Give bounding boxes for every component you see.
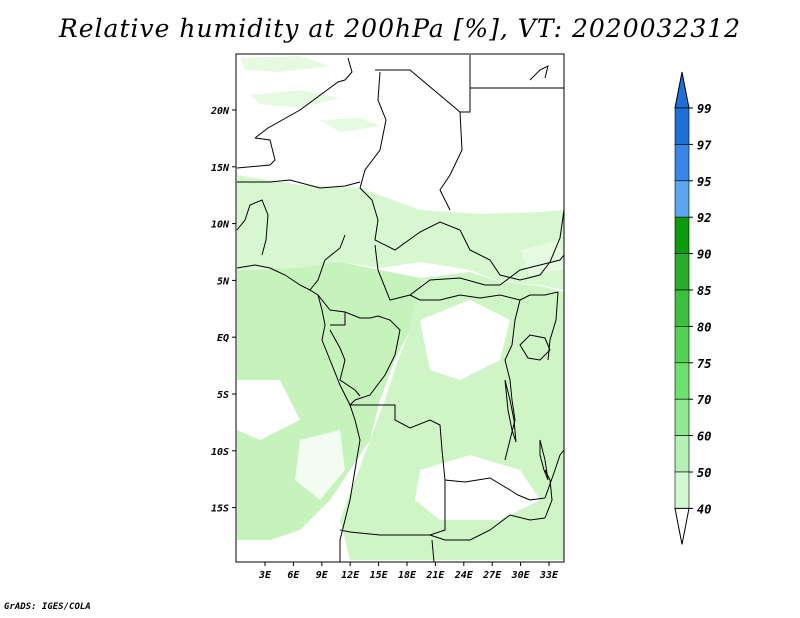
lat-label: 15N [211,163,230,174]
colorbar-segment [674,216,690,254]
humidity-patch-north-1 [250,90,340,108]
lon-label: 21E [425,570,445,581]
humidity-patch-white-1 [420,300,510,380]
border-angola-south [339,529,470,541]
humidity-band-north [237,175,564,290]
colorbar-bottom-arrow [674,507,690,545]
colorbar-label: 97 [697,138,712,152]
border-west-africa [236,199,269,256]
border-libya-chad [254,57,353,139]
humidity-fill-layer [237,56,564,560]
colorbar-label: 99 [697,102,711,116]
colorbar-segment [674,362,690,400]
lat-label: 5N [217,276,230,287]
lon-label: 6E [287,570,300,581]
humidity-patch-north-3 [240,56,330,72]
humidity-patch-east [520,240,564,275]
lat-label: EQ [217,333,229,344]
humidity-patch-white-4 [295,430,345,500]
border-sudan-southsudan [459,209,565,281]
longitude-axis: 3E 6E 9E 12E 15E 18E 21E 24E 27E 30E 33E [258,562,559,581]
colorbar-segment [674,326,690,364]
colorbar-top-arrow [674,71,690,109]
border-gabon-congo [329,329,361,397]
border-mozambique [544,449,565,499]
border-angola-zambia [429,480,446,536]
lat-label: 15S [211,504,229,515]
lat-label: 10S [211,447,229,458]
map-frame [235,53,565,563]
colorbar-segment [674,144,690,182]
lon-label: 27E [482,570,502,581]
colorbar-label: 60 [697,430,711,444]
colorbar-label: 40 [697,502,711,516]
border-chad-sudan-north [359,71,387,189]
border-lake-tanganyika [504,379,517,443]
grads-credit: GrADS: IGES/COLA [4,602,91,612]
border-drc-angola [348,399,466,483]
colorbar-label: 70 [697,393,711,407]
border-lake-malawi [539,439,549,481]
humidity-patch-white-3 [415,455,540,520]
border-namibia [431,539,435,563]
colorbar-segment [674,471,690,509]
humidity-patch-white-2 [237,380,300,440]
humidity-band-west [237,262,420,540]
lon-label: 18E [398,570,417,581]
border-car-north [374,244,500,301]
colorbar-segment [674,398,690,436]
colorbar-segment [674,253,690,291]
lat-label: 5S [217,390,229,401]
colorbar-segment [674,180,690,218]
colorbar-label: 85 [697,284,711,298]
border-southsudan-uganda [519,291,559,301]
colorbar-label: 92 [697,211,711,225]
border-sudan-west [439,111,463,211]
border-nigeria-niger [237,179,361,189]
border-ethiopia [499,254,565,286]
lon-label: 15E [370,570,389,581]
colorbar-label: 75 [697,357,711,371]
border-congo-drc [354,315,401,401]
lon-label: 12E [341,570,360,581]
border-cameroon-gabon [317,294,379,319]
latitude-axis: 20N 15N 10N 5N EQ 5S 10S 15S [210,106,236,515]
border-sinai [529,65,549,81]
country-borders [236,55,565,563]
border-uganda-kenya [547,291,559,361]
border-zambia-malawi [464,477,546,501]
lat-label: 10N [211,220,230,231]
border-zambia-south [469,514,546,541]
border-drc-east [504,299,521,461]
colorbar-label: 95 [697,175,711,189]
chart-title: Relative humidity at 200hPa [%], VT: 202… [58,14,742,43]
colorbar-label: 80 [697,320,711,334]
colorbar-label: 90 [697,248,711,262]
humidity-patch-north-2 [320,118,380,132]
lon-label: 24E [454,570,474,581]
border-chad-libya-top [375,55,471,113]
colorbar-segment [674,289,690,327]
colorbar-segment [674,107,690,145]
border-coast-west [236,264,361,562]
lon-label: 9E [316,570,329,581]
lon-label: 33E [539,570,559,581]
colorbar: 99 97 95 92 90 85 80 75 70 60 50 40 [674,71,712,545]
border-lake-victoria [519,334,551,361]
lon-label: 30E [511,570,531,581]
lon-label: 3E [258,570,272,581]
border-nigeria-cameroon [309,234,346,291]
lat-label: 20N [210,106,230,117]
border-chad-south [359,187,461,251]
border-drc-car [409,294,521,301]
border-niger-algeria [236,137,276,169]
colorbar-label: 50 [697,466,711,480]
border-congo-gabon-inner [330,312,346,326]
colorbar-segment [674,435,690,473]
